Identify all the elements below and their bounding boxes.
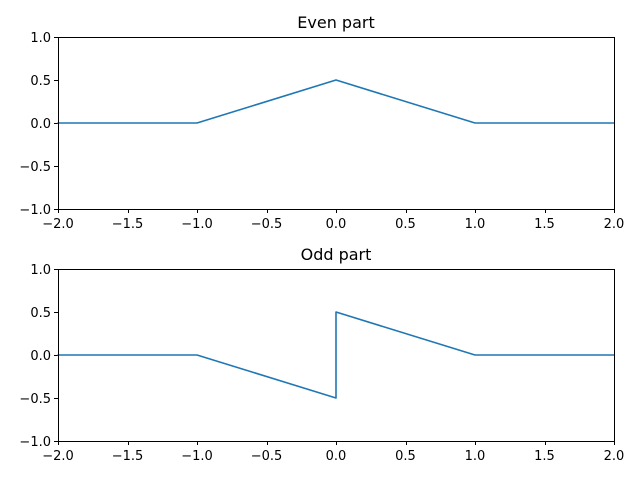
y-axis: −1.0 −0.5 0.0 0.5 1.0 <box>19 31 58 218</box>
x-tick-label: −0.5 <box>251 217 283 232</box>
x-tick-label: −2.0 <box>42 449 74 464</box>
plot-area <box>57 79 615 124</box>
plot-area <box>57 311 615 399</box>
x-axis: −2.0 −1.5 −1.0 −0.5 0.0 0.5 1.0 1.5 2.0 <box>42 441 624 464</box>
x-tick-label: −1.0 <box>181 217 213 232</box>
x-axis: −2.0 −1.5 −1.0 −0.5 0.0 0.5 1.0 1.5 2.0 <box>42 209 624 232</box>
y-tick-label: 1.0 <box>30 31 51 46</box>
x-tick-label: −1.0 <box>181 449 213 464</box>
y-tick-label: −1.0 <box>19 203 51 218</box>
y-tick-label: 0.5 <box>30 74 51 89</box>
x-tick-label: 1.0 <box>465 217 486 232</box>
chart-title: Even part <box>297 13 374 32</box>
series-line <box>57 79 615 124</box>
x-tick-label: −1.5 <box>112 217 144 232</box>
x-tick-label: 2.0 <box>604 449 625 464</box>
axes-frame <box>58 37 615 210</box>
x-tick-label: 1.5 <box>534 217 555 232</box>
x-tick-label: 0.5 <box>395 449 416 464</box>
series-line <box>57 311 615 399</box>
y-tick-label: −0.5 <box>19 392 51 407</box>
axes-frame <box>58 269 615 442</box>
y-tick-label: 0.0 <box>30 117 51 132</box>
x-tick-label: 0.5 <box>395 217 416 232</box>
chart-title: Odd part <box>301 245 372 264</box>
y-tick-label: −1.0 <box>19 435 51 450</box>
even-part-subplot: Even part −2.0 −1.5 −1.0 −0.5 0.0 0.5 1.0 1.5 2.… <box>19 13 624 232</box>
x-tick-label: −2.0 <box>42 217 74 232</box>
x-tick-label: 0.0 <box>326 217 347 232</box>
x-tick-label: 0.0 <box>326 449 347 464</box>
x-tick-label: 2.0 <box>604 217 625 232</box>
x-tick-label: −1.5 <box>112 449 144 464</box>
y-axis: −1.0 −0.5 0.0 0.5 1.0 <box>19 263 58 450</box>
x-tick-label: −0.5 <box>251 449 283 464</box>
x-tick-label: 1.0 <box>465 449 486 464</box>
y-tick-label: −0.5 <box>19 160 51 175</box>
y-tick-label: 0.0 <box>30 349 51 364</box>
x-tick-label: 1.5 <box>534 449 555 464</box>
y-tick-label: 0.5 <box>30 306 51 321</box>
y-tick-label: 1.0 <box>30 263 51 278</box>
odd-part-subplot: Odd part −2.0 −1.5 −1.0 −0.5 0.0 0.5 1.0 1.5 2.0… <box>19 245 624 464</box>
